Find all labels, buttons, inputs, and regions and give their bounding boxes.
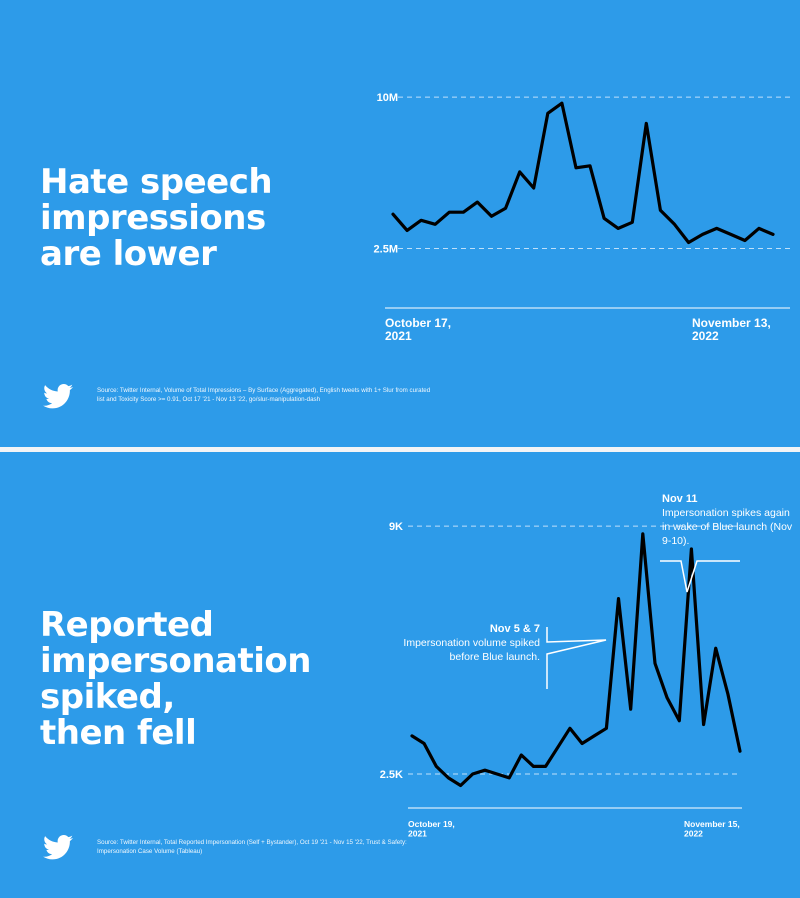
impersonation-line-chart: 2.5K 9K October 19,2021 November 15,2022 [380, 521, 742, 839]
data-point [504, 206, 507, 210]
data-point [665, 696, 669, 699]
source-note: Source: Twitter Internal, Total Reported… [97, 839, 407, 855]
panel-headline: Reported impersonation spiked, then fell [40, 607, 311, 751]
headline-line: impressions [40, 198, 266, 238]
data-point [726, 692, 730, 696]
data-point [410, 734, 414, 738]
twitter-bird-icon [43, 835, 73, 860]
y-tick-label: 10M [377, 92, 398, 104]
data-point [641, 532, 645, 535]
headline-line: impersonation [40, 641, 311, 681]
source-note: Source: Twitter Internal, Volume of Tota… [97, 387, 431, 403]
data-point [422, 742, 426, 745]
data-point [546, 112, 550, 115]
data-point [653, 662, 657, 665]
y-tick-label: 2.5K [380, 769, 403, 781]
data-point [757, 227, 761, 230]
y-tick-label: 2.5M [374, 244, 398, 256]
data-point [448, 211, 451, 214]
series-line [391, 101, 775, 245]
x-tick-label: 2022 [692, 329, 719, 343]
x-tick-label: November 15, [684, 819, 740, 829]
data-point [544, 765, 547, 768]
data-point [743, 239, 747, 242]
data-point [520, 753, 523, 757]
data-point [568, 727, 572, 730]
data-point [507, 776, 511, 780]
data-point [616, 227, 620, 230]
data-point [605, 727, 608, 730]
annotation-text: Impersonation spikes again in wake of Bl… [662, 507, 793, 547]
data-point [771, 233, 775, 236]
data-point [532, 765, 535, 768]
data-point [391, 213, 395, 216]
data-point [435, 765, 438, 768]
data-point [495, 772, 499, 776]
data-point [434, 223, 437, 226]
data-point [629, 708, 632, 711]
x-tick-label: 2021 [408, 829, 427, 839]
data-point [471, 772, 474, 776]
data-point [405, 229, 409, 232]
data-point [714, 646, 717, 650]
annotation-nov-11: Nov 11 Impersonation spikes again in wak… [662, 492, 797, 548]
data-point [580, 742, 584, 745]
annotation-nov-5-7: Nov 5 & 7 Impersonation volume spiked be… [390, 622, 540, 664]
data-point [673, 223, 676, 226]
headline-line: Hate speech [40, 162, 273, 202]
x-tick-label: October 19, [408, 819, 455, 829]
data-point [690, 547, 693, 551]
data-point [645, 122, 648, 125]
data-point [462, 211, 465, 214]
annotation-title: Nov 5 & 7 [489, 623, 540, 635]
data-point [447, 776, 450, 780]
annotation-connector [660, 560, 740, 593]
annotation-text: Impersonation volume spiked before Blue … [403, 637, 540, 663]
headline-line: Reported [40, 605, 214, 645]
headline-line: then fell [40, 713, 197, 753]
data-point [715, 227, 718, 230]
data-point [490, 215, 493, 218]
hate-speech-panel: Hate speech impressions are lower 2.5M 10… [0, 0, 800, 447]
data-point [588, 164, 592, 167]
x-tick-label: October 17, [385, 316, 451, 330]
y-tick-label: 9K [389, 521, 403, 533]
annotation-title: Nov 11 [662, 493, 698, 505]
series-line [410, 532, 742, 788]
data-point [631, 221, 634, 224]
data-point [687, 241, 690, 244]
data-point [678, 719, 681, 722]
data-point [729, 233, 732, 236]
data-point [617, 597, 620, 600]
x-tick-label: 2021 [385, 329, 412, 343]
data-point [574, 166, 578, 170]
data-point [702, 723, 705, 726]
x-tick-label: 2022 [684, 829, 703, 839]
headline-line: are lower [40, 234, 217, 274]
data-point [560, 102, 564, 105]
data-point [738, 749, 742, 753]
data-point [532, 186, 535, 190]
data-point [518, 170, 521, 174]
headline-line: spiked, [40, 677, 175, 717]
data-point [556, 746, 559, 749]
data-point [483, 769, 487, 772]
data-point [419, 219, 423, 222]
impersonation-panel: Reported impersonation spiked, then fell… [0, 452, 800, 898]
data-point [659, 209, 662, 212]
data-point [602, 217, 606, 220]
hate-speech-line-chart: 2.5M 10M October 17,2021 November 13,2022 [374, 92, 790, 343]
panel-headline: Hate speech impressions are lower [40, 162, 273, 274]
data-point [701, 233, 704, 236]
twitter-bird-icon [43, 384, 73, 409]
x-tick-label: November 13, [692, 316, 771, 330]
annotation-connector [546, 627, 607, 689]
data-point [476, 200, 479, 204]
data-point [459, 784, 462, 787]
data-point [593, 734, 596, 738]
